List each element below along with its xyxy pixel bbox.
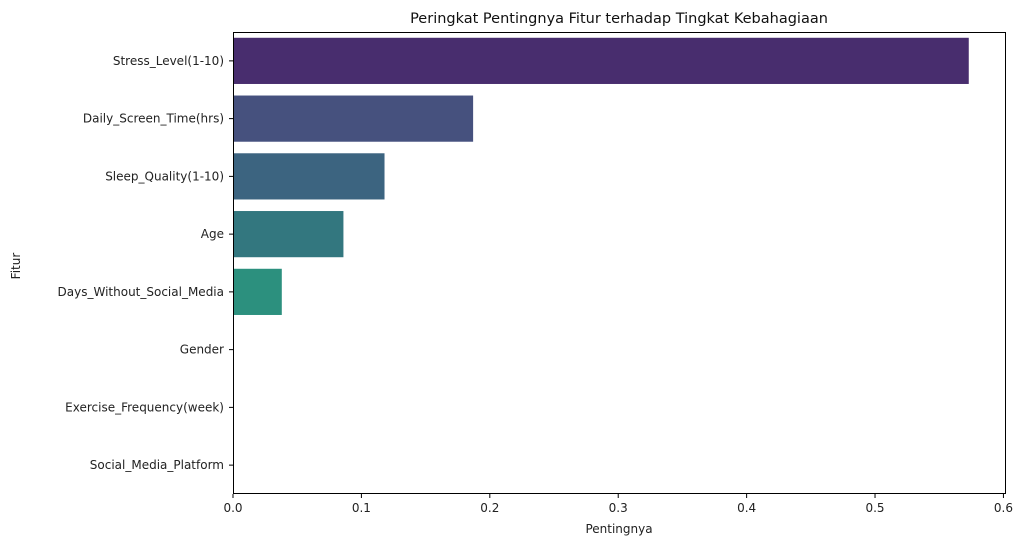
y-tick-label: Daily_Screen_Time(hrs) [83,112,224,126]
x-tick-label: 0.0 [223,501,242,515]
y-axis-title: Fitur [9,253,23,280]
y-tick-label: Gender [180,343,224,357]
bar-3 [233,211,344,258]
x-tick-label: 0.1 [352,501,371,515]
x-tick-label: 0.3 [609,501,628,515]
bar-1 [233,95,474,142]
plot-area: Stress_Level(1-10) Daily_Screen_Time(hrs)… [58,32,1013,515]
y-tick-label: Exercise_Frequency(week) [65,400,224,414]
x-tick-label: 0.5 [865,501,884,515]
bar-4 [233,268,282,315]
y-tick-label: Social_Media_Platform [90,458,224,472]
bar-2 [233,153,385,200]
y-tick-label: Sleep_Quality(1-10) [105,169,224,183]
x-tick-label: 0.4 [737,501,756,515]
plot-frame [233,32,1006,494]
x-axis-title: Pentingnya [585,522,652,536]
bar-0 [233,37,969,84]
x-tick-label: 0.6 [994,501,1013,515]
y-tick-label: Age [201,227,224,241]
y-tick-label: Stress_Level(1-10) [113,54,224,68]
chart-title: Peringkat Pentingnya Fitur terhadap Ting… [410,11,828,27]
y-tick-label: Days_Without_Social_Media [58,285,224,299]
x-tick-label: 0.2 [480,501,499,515]
